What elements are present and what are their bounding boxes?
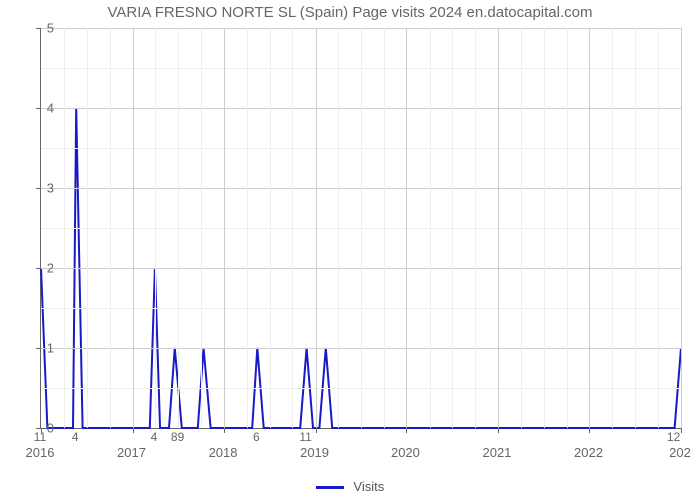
point-label: 11 [34, 430, 46, 444]
plot-area [40, 28, 681, 429]
point-label: 6 [253, 430, 260, 444]
grid-line-v-minor [64, 28, 65, 428]
x-tick-mark [133, 428, 134, 433]
point-label: 4 [151, 430, 158, 444]
x-tick-label: 2021 [482, 445, 511, 460]
x-tick-mark [406, 428, 407, 433]
grid-line-v [316, 28, 317, 428]
grid-line-v [681, 28, 682, 428]
point-label: 4 [72, 430, 79, 444]
x-tick-label: 2016 [26, 445, 55, 460]
grid-line-v-minor [567, 28, 568, 428]
point-label: 11 [299, 430, 311, 444]
grid-line-v-minor [452, 28, 453, 428]
point-label: 89 [171, 430, 184, 444]
point-label: 12 [667, 430, 680, 444]
x-tick-mark [224, 428, 225, 433]
grid-line-v-minor [178, 28, 179, 428]
x-tick-label: 2020 [391, 445, 420, 460]
grid-line-v-minor [201, 28, 202, 428]
x-tick-mark [681, 428, 682, 433]
grid-line-v [589, 28, 590, 428]
grid-line-v-minor [110, 28, 111, 428]
y-tick-label: 4 [34, 101, 54, 116]
x-tick-label: 2018 [209, 445, 238, 460]
y-tick-label: 5 [34, 21, 54, 36]
x-tick-label: 2017 [117, 445, 146, 460]
x-tick-label: 202 [669, 445, 691, 460]
y-tick-label: 3 [34, 181, 54, 196]
grid-line-v-minor [658, 28, 659, 428]
y-tick-label: 2 [34, 261, 54, 276]
grid-line-v [498, 28, 499, 428]
grid-line-v-minor [87, 28, 88, 428]
grid-line-v-minor [544, 28, 545, 428]
x-tick-mark [589, 428, 590, 433]
grid-line-v-minor [384, 28, 385, 428]
x-tick-label: 2019 [300, 445, 329, 460]
grid-line-v-minor [270, 28, 271, 428]
chart-title: VARIA FRESNO NORTE SL (Spain) Page visit… [0, 4, 700, 21]
x-tick-mark [316, 428, 317, 433]
legend-label: Visits [353, 479, 384, 494]
grid-line-v [224, 28, 225, 428]
y-tick-label: 1 [34, 341, 54, 356]
grid-line-v-minor [292, 28, 293, 428]
grid-line-v-minor [361, 28, 362, 428]
grid-line-v-minor [521, 28, 522, 428]
grid-line-v-minor [338, 28, 339, 428]
grid-line-v-minor [635, 28, 636, 428]
chart-container: VARIA FRESNO NORTE SL (Spain) Page visit… [0, 0, 700, 500]
grid-line-v-minor [475, 28, 476, 428]
x-tick-label: 2022 [574, 445, 603, 460]
grid-line-v-minor [430, 28, 431, 428]
grid-line-v-minor [247, 28, 248, 428]
x-tick-mark [498, 428, 499, 433]
grid-line-v [133, 28, 134, 428]
grid-line-v-minor [612, 28, 613, 428]
legend-swatch [316, 486, 344, 489]
legend: Visits [0, 479, 700, 494]
grid-line-v [406, 28, 407, 428]
grid-line-v-minor [155, 28, 156, 428]
